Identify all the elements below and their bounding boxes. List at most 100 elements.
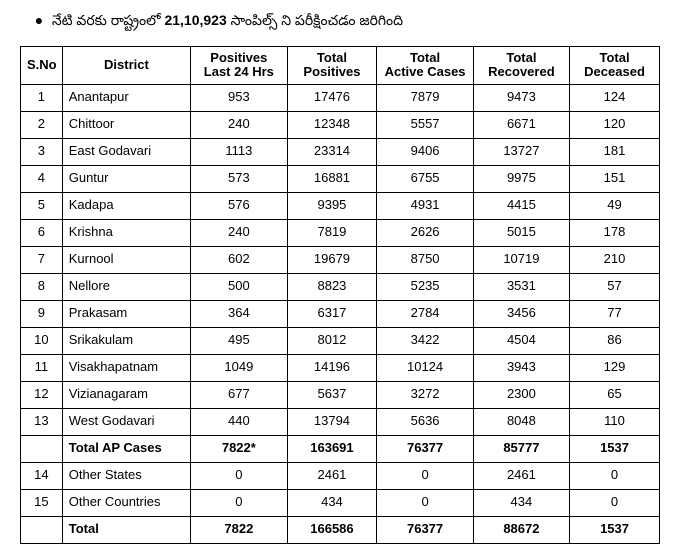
cell-recov: 3456	[473, 300, 569, 327]
cell-recov: 13727	[473, 138, 569, 165]
table-row: 3East Godavari111323314940613727181	[21, 138, 660, 165]
cell-pos24: 440	[191, 408, 287, 435]
table-row: 1Anantapur9531747678799473124	[21, 84, 660, 111]
cell-totpos: 163691	[287, 435, 377, 462]
cell-district: East Godavari	[62, 138, 190, 165]
table-row: Total782216658676377886721537	[21, 516, 660, 543]
cell-deceased: 181	[570, 138, 660, 165]
cell-deceased: 86	[570, 327, 660, 354]
cell-pos24: 495	[191, 327, 287, 354]
cell-recov: 2300	[473, 381, 569, 408]
cell-totpos: 17476	[287, 84, 377, 111]
cell-totpos: 9395	[287, 192, 377, 219]
table-header-row: S.No District PositivesLast 24 Hrs Total…	[21, 47, 660, 85]
cell-district: Kurnool	[62, 246, 190, 273]
cell-sno: 15	[21, 489, 63, 516]
cell-district: Chittoor	[62, 111, 190, 138]
cell-deceased: 77	[570, 300, 660, 327]
cell-active: 9406	[377, 138, 473, 165]
cell-totpos: 8823	[287, 273, 377, 300]
cell-sno: 6	[21, 219, 63, 246]
cell-totpos: 19679	[287, 246, 377, 273]
cell-pos24: 240	[191, 219, 287, 246]
cell-totpos: 5637	[287, 381, 377, 408]
cell-district: Kadapa	[62, 192, 190, 219]
cell-totpos: 2461	[287, 462, 377, 489]
cell-district: Other States	[62, 462, 190, 489]
cell-district: Srikakulam	[62, 327, 190, 354]
col-district: District	[62, 47, 190, 85]
cell-sno: 9	[21, 300, 63, 327]
table-row: 4Guntur5731688167559975151	[21, 165, 660, 192]
table-row: Total AP Cases7822*16369176377857771537	[21, 435, 660, 462]
cell-pos24: 7822*	[191, 435, 287, 462]
table-body: 1Anantapur95317476787994731242Chittoor24…	[21, 84, 660, 543]
cell-deceased: 0	[570, 462, 660, 489]
cell-deceased: 1537	[570, 516, 660, 543]
cell-recov: 434	[473, 489, 569, 516]
cell-district: Visakhapatnam	[62, 354, 190, 381]
cell-totpos: 23314	[287, 138, 377, 165]
cell-deceased: 49	[570, 192, 660, 219]
cell-pos24: 364	[191, 300, 287, 327]
table-row: 12Vizianagaram67756373272230065	[21, 381, 660, 408]
cell-sno	[21, 435, 63, 462]
cell-pos24: 7822	[191, 516, 287, 543]
cell-recov: 4415	[473, 192, 569, 219]
cell-active: 76377	[377, 435, 473, 462]
header-prefix: నేటి వరకు రాష్ట్రంలో	[52, 12, 165, 28]
cell-active: 3272	[377, 381, 473, 408]
cell-active: 2784	[377, 300, 473, 327]
cell-active: 10124	[377, 354, 473, 381]
cell-pos24: 602	[191, 246, 287, 273]
cell-district: Total AP Cases	[62, 435, 190, 462]
cell-totpos: 16881	[287, 165, 377, 192]
col-recov: TotalRecovered	[473, 47, 569, 85]
cell-active: 5235	[377, 273, 473, 300]
cell-deceased: 151	[570, 165, 660, 192]
cell-active: 2626	[377, 219, 473, 246]
cell-recov: 9975	[473, 165, 569, 192]
header-suffix: సాంపిల్స్ ని పరీక్షించడం జరిగింది	[227, 12, 403, 28]
cell-sno: 10	[21, 327, 63, 354]
table-row: 5Kadapa57693954931441549	[21, 192, 660, 219]
cell-active: 4931	[377, 192, 473, 219]
cell-deceased: 57	[570, 273, 660, 300]
cell-district: Other Countries	[62, 489, 190, 516]
cell-recov: 88672	[473, 516, 569, 543]
cell-sno: 11	[21, 354, 63, 381]
table-row: 7Kurnool60219679875010719210	[21, 246, 660, 273]
table-row: 14Other States02461024610	[21, 462, 660, 489]
cell-pos24: 500	[191, 273, 287, 300]
cell-deceased: 210	[570, 246, 660, 273]
cell-pos24: 240	[191, 111, 287, 138]
cell-active: 5557	[377, 111, 473, 138]
cell-deceased: 129	[570, 354, 660, 381]
table-row: 2Chittoor2401234855576671120	[21, 111, 660, 138]
cell-recov: 2461	[473, 462, 569, 489]
col-sno: S.No	[21, 47, 63, 85]
cell-recov: 85777	[473, 435, 569, 462]
cell-active: 8750	[377, 246, 473, 273]
cell-sno: 13	[21, 408, 63, 435]
header-text: ● నేటి వరకు రాష్ట్రంలో 21,10,923 సాంపిల్…	[30, 12, 660, 32]
cell-totpos: 6317	[287, 300, 377, 327]
col-totpos: TotalPositives	[287, 47, 377, 85]
bullet-icon: ●	[30, 12, 48, 28]
cell-deceased: 65	[570, 381, 660, 408]
cell-totpos: 166586	[287, 516, 377, 543]
cell-totpos: 12348	[287, 111, 377, 138]
cell-recov: 4504	[473, 327, 569, 354]
cell-sno: 3	[21, 138, 63, 165]
cell-active: 5636	[377, 408, 473, 435]
cell-totpos: 14196	[287, 354, 377, 381]
cell-district: Vizianagaram	[62, 381, 190, 408]
cell-pos24: 576	[191, 192, 287, 219]
cell-sno: 12	[21, 381, 63, 408]
cell-district: Anantapur	[62, 84, 190, 111]
cell-sno: 1	[21, 84, 63, 111]
cell-recov: 10719	[473, 246, 569, 273]
col-pos24: PositivesLast 24 Hrs	[191, 47, 287, 85]
table-row: 8Nellore50088235235353157	[21, 273, 660, 300]
cell-sno	[21, 516, 63, 543]
